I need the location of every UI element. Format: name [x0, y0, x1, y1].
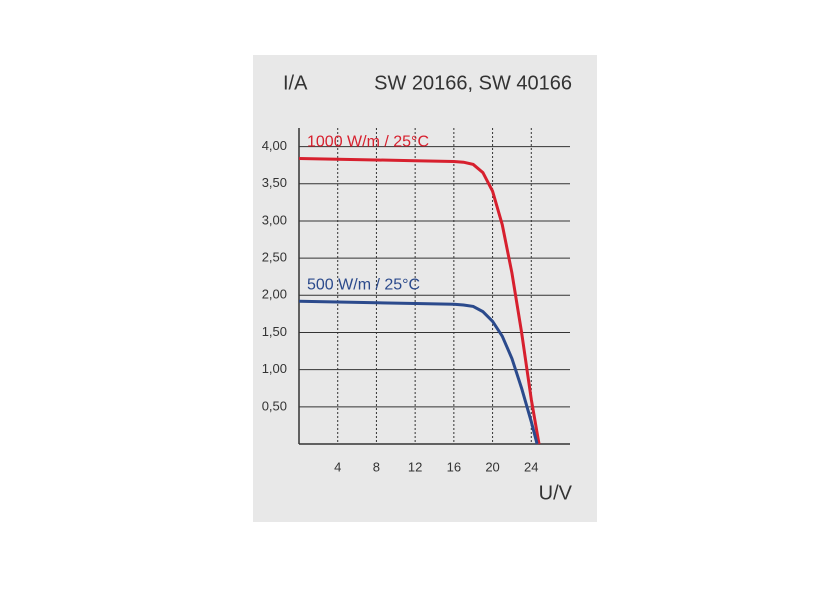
x-axis-label: U/V	[539, 482, 573, 504]
y-axis-label: I/A	[283, 72, 308, 94]
legend-label: 1000 W/m / 25°C	[307, 134, 429, 151]
y-tick-label: 1,00	[262, 361, 287, 376]
x-tick-label: 4	[334, 459, 341, 474]
series-line	[298, 299, 539, 445]
x-tick-label: 16	[447, 459, 461, 474]
x-tick-label: 12	[408, 459, 422, 474]
x-tick-label: 8	[373, 459, 380, 474]
y-tick-label: 0,50	[262, 398, 287, 413]
x-tick-label: 20	[485, 459, 499, 474]
series-line	[298, 156, 541, 445]
y-tick-label: 3,00	[262, 212, 287, 227]
y-tick-label: 2,00	[262, 287, 287, 302]
panel	[253, 55, 597, 522]
y-tick-label: 4,00	[262, 138, 287, 153]
y-tick-label: 1,50	[262, 324, 287, 339]
x-tick-label: 24	[524, 459, 538, 474]
legend-label: 500 W/m / 25°C	[307, 276, 420, 293]
y-tick-label: 3,50	[262, 175, 287, 190]
y-tick-label: 2,50	[262, 250, 287, 265]
chart-title: SW 20166, SW 40166	[374, 72, 572, 94]
